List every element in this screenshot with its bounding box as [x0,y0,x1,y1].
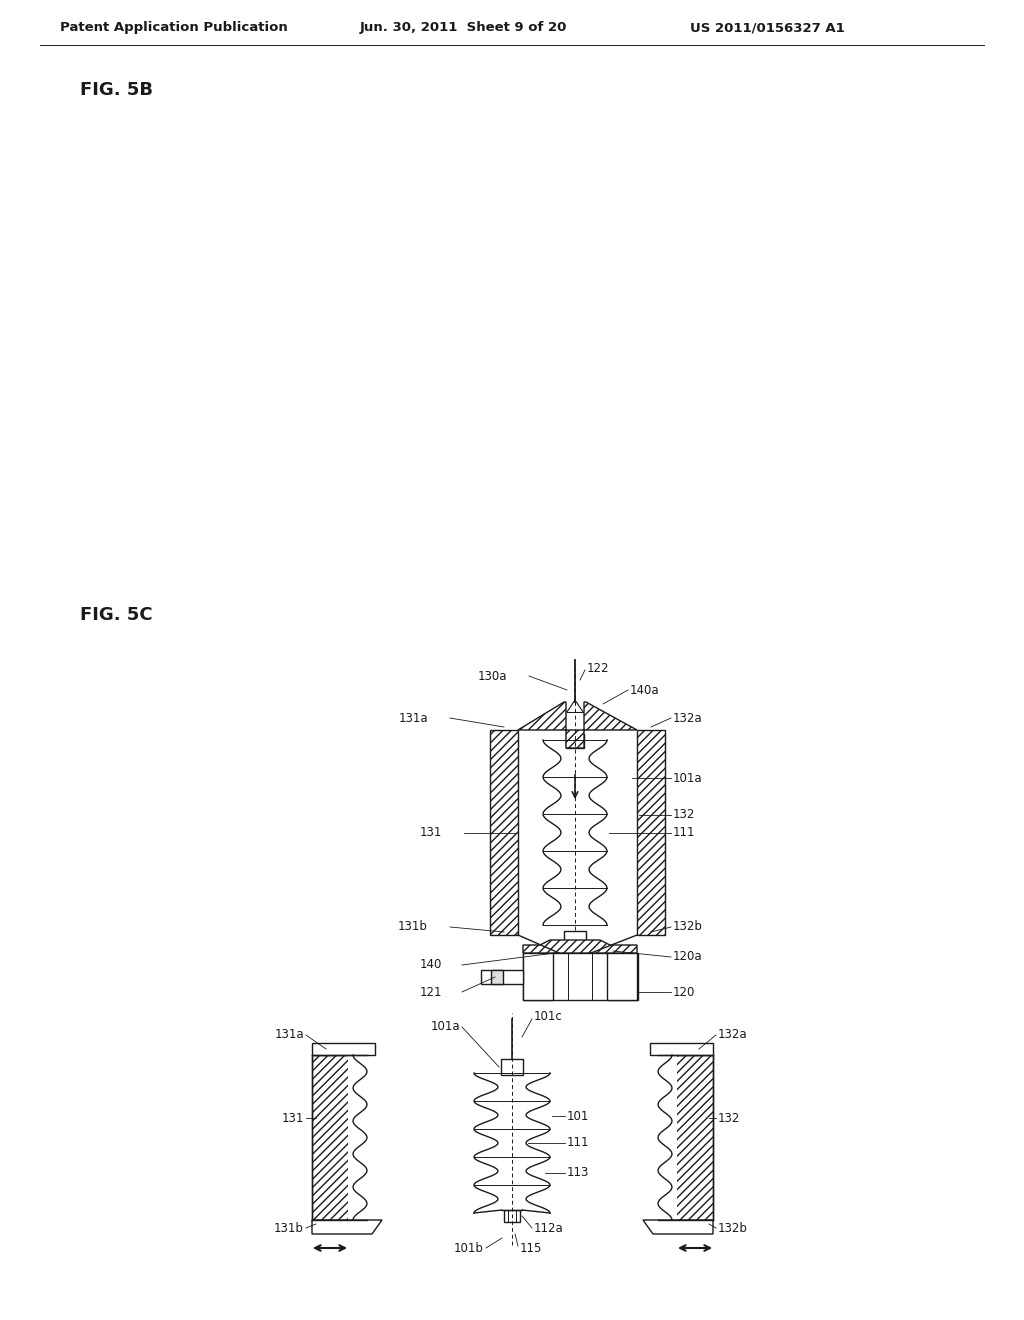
Polygon shape [518,702,637,748]
Text: 132b: 132b [673,920,702,933]
Text: 131a: 131a [274,1028,304,1041]
Text: 101a: 101a [673,771,702,784]
Bar [523,953,553,1001]
Text: 131: 131 [282,1111,304,1125]
Bar [312,1055,370,1220]
Bar [564,931,586,945]
Bar [566,734,584,748]
Polygon shape [312,1220,382,1234]
Bar [348,1055,372,1220]
Text: 132a: 132a [673,711,702,725]
Text: 130a: 130a [477,669,507,682]
Text: 132a: 132a [718,1028,748,1041]
Text: 131b: 131b [398,920,428,933]
Text: 120a: 120a [673,950,702,964]
Text: 132b: 132b [718,1221,748,1234]
Text: FIG. 5B: FIG. 5B [80,81,153,99]
Text: 140: 140 [420,958,442,972]
Bar [504,1210,520,1222]
Text: 113: 113 [567,1167,590,1180]
Bar [637,730,665,935]
Text: 101: 101 [567,1110,590,1122]
Text: 120: 120 [673,986,695,998]
Text: 140a: 140a [630,684,659,697]
Text: 101b: 101b [454,1242,484,1254]
Text: 101c: 101c [534,1011,563,1023]
Bar [523,953,638,1001]
Bar [607,953,637,1001]
Bar [501,1059,523,1074]
Bar [490,970,503,983]
Bar [490,730,518,935]
Text: 121: 121 [420,986,442,998]
Text: 101a: 101a [430,1020,460,1034]
Bar [481,970,523,983]
Text: 131a: 131a [398,711,428,725]
Text: 112a: 112a [534,1221,564,1234]
Bar [523,953,553,1001]
Bar [653,1055,677,1220]
Text: US 2011/0156327 A1: US 2011/0156327 A1 [690,21,845,34]
Text: 131: 131 [420,826,442,840]
Text: 115: 115 [520,1242,543,1254]
Text: 132: 132 [718,1111,740,1125]
Text: Jun. 30, 2011  Sheet 9 of 20: Jun. 30, 2011 Sheet 9 of 20 [360,21,567,34]
Text: 111: 111 [673,826,695,840]
Bar [607,953,637,1001]
Text: FIG. 5C: FIG. 5C [80,606,153,624]
Polygon shape [523,940,637,953]
Text: Patent Application Publication: Patent Application Publication [60,21,288,34]
Bar [650,1043,713,1055]
Text: 131b: 131b [274,1221,304,1234]
Text: 111: 111 [567,1137,590,1150]
Bar [312,1043,375,1055]
Text: 132: 132 [673,808,695,821]
Bar [655,1055,713,1220]
Text: 122: 122 [587,661,609,675]
Polygon shape [643,1220,713,1234]
